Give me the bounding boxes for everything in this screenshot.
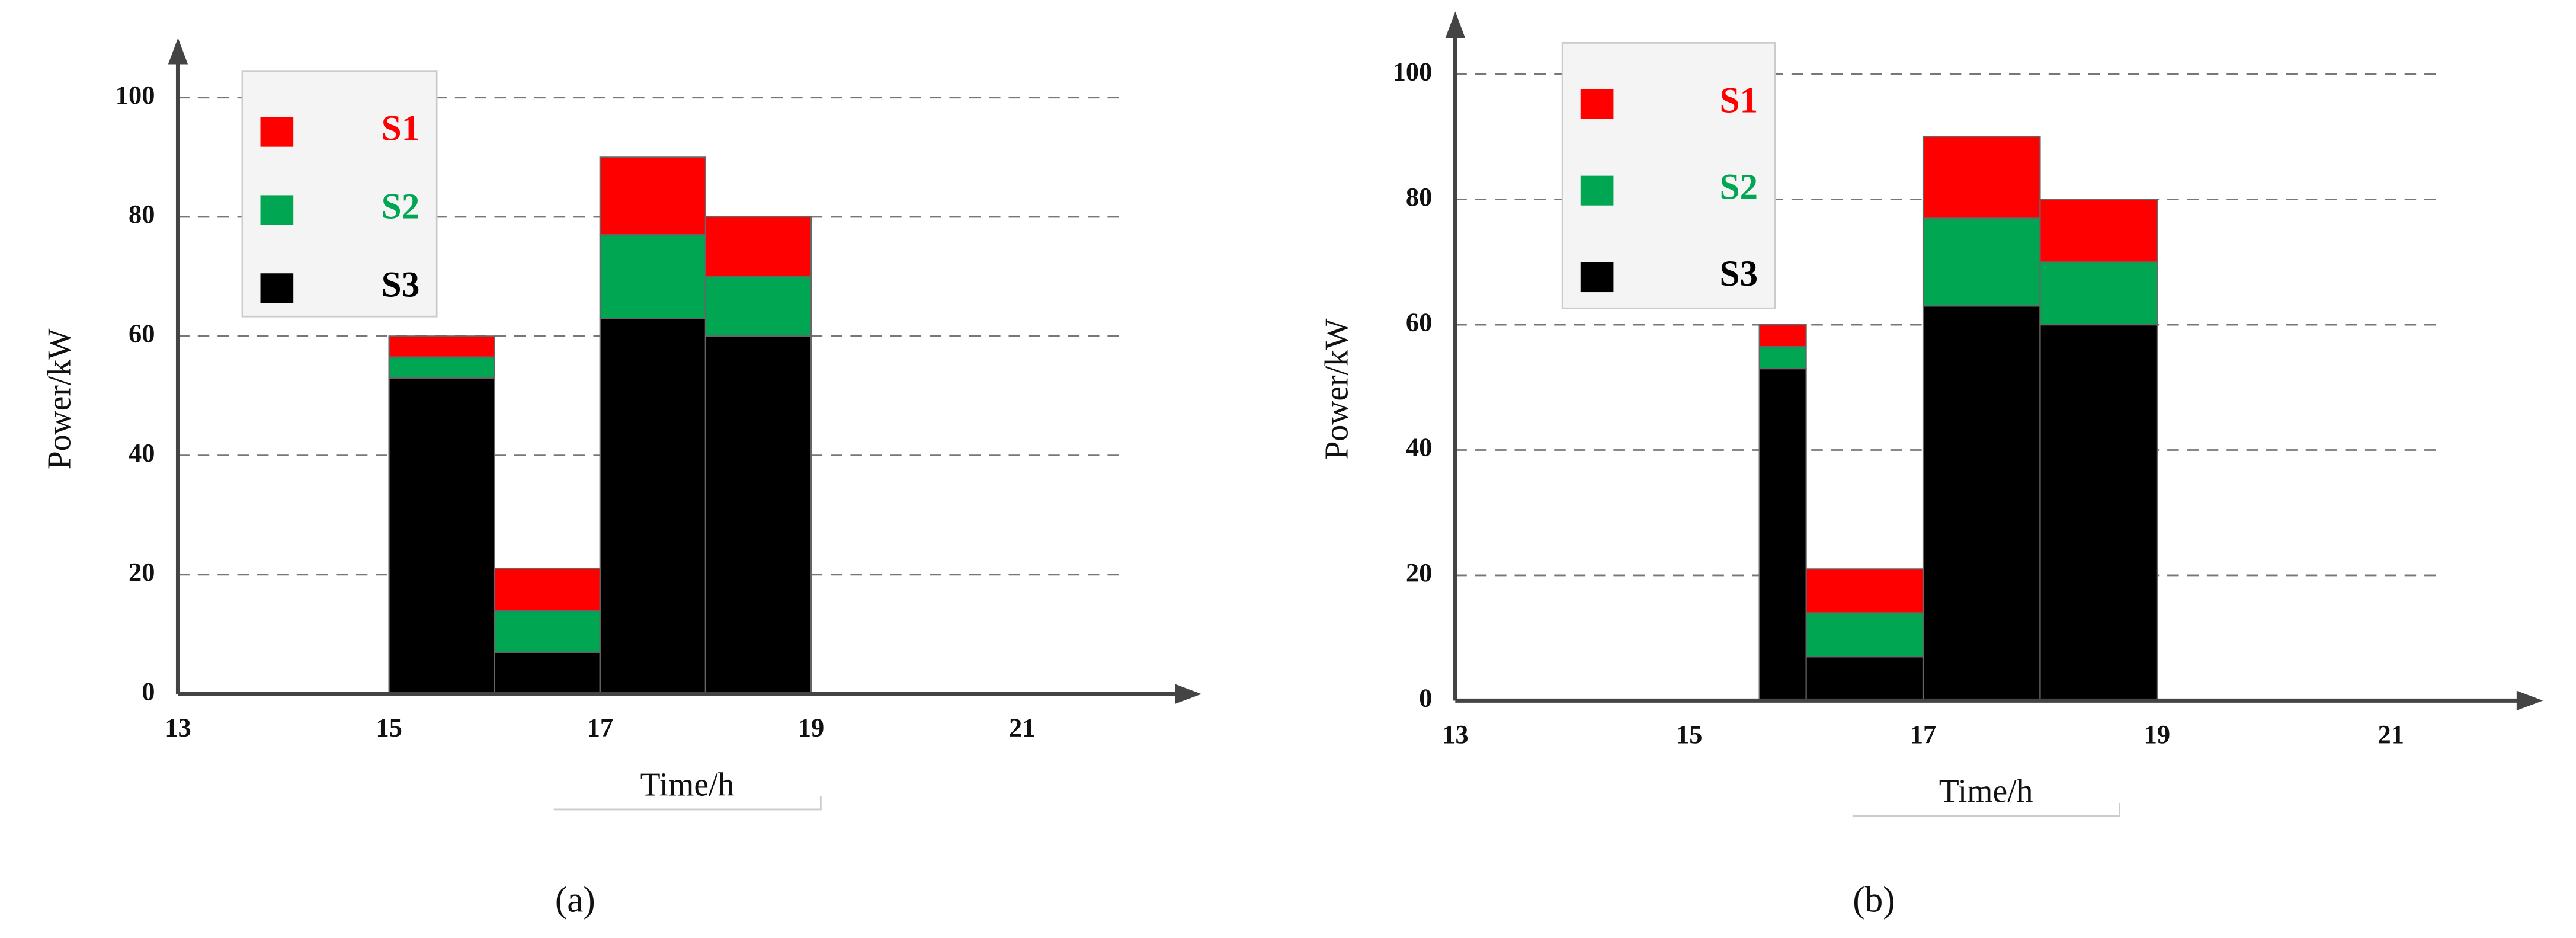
bar-segment — [1922, 136, 2041, 219]
bar-segment — [599, 234, 707, 319]
legend-swatch — [1580, 262, 1614, 293]
bar-segment — [599, 318, 707, 695]
bar-segment — [494, 568, 601, 612]
y-tick-label: 80 — [129, 199, 155, 229]
y-axis-arrow — [1445, 11, 1466, 39]
bar-segment — [1758, 345, 1807, 370]
bar-segment — [1758, 324, 1807, 348]
x-label-frame — [1852, 802, 2120, 817]
y-axis-label: Power/kW — [41, 328, 78, 469]
bar-segment — [2039, 261, 2158, 326]
y-tick-label: 40 — [129, 438, 155, 468]
x-axis-arrow — [2516, 690, 2543, 711]
legend-swatch — [1580, 89, 1614, 119]
legend-label: S2 — [1720, 167, 1758, 207]
bar-segment — [1805, 612, 1924, 658]
x-tick-label: 13 — [165, 713, 191, 742]
y-tick-label: 80 — [1406, 182, 1433, 212]
legend-swatch — [260, 273, 294, 303]
legend-label: S3 — [382, 264, 420, 305]
bar-segment — [704, 216, 812, 277]
bar-segment — [388, 335, 495, 358]
y-tick-label: 0 — [142, 676, 155, 706]
y-axis-arrow — [168, 38, 188, 65]
legend-swatch — [1580, 175, 1614, 206]
x-label-frame — [553, 796, 822, 811]
x-tick-label: 19 — [798, 713, 825, 742]
x-tick-label: 15 — [1676, 719, 1703, 749]
x-axis-label: Time/h — [1939, 773, 2033, 810]
x-tick-label: 13 — [1442, 719, 1469, 749]
x-axis-label: Time/h — [640, 767, 735, 803]
legend-swatch — [260, 117, 294, 147]
bar-segment — [1922, 305, 2041, 702]
legend-label: S1 — [382, 108, 420, 149]
legend-swatch — [260, 195, 294, 225]
chart-caption: (a) — [555, 880, 595, 920]
bar-segment — [704, 335, 812, 695]
x-tick-label: 15 — [376, 713, 402, 742]
y-tick-label: 60 — [129, 319, 155, 348]
bar-segment — [1922, 217, 2041, 307]
legend-label: S3 — [1720, 254, 1758, 294]
bar-segment — [1805, 568, 1924, 614]
x-axis-arrow — [1175, 684, 1202, 704]
y-tick-label: 100 — [1393, 56, 1433, 86]
bar-segment — [1758, 367, 1807, 702]
bar-segment — [2039, 199, 2158, 263]
y-tick-label: 100 — [116, 80, 155, 110]
bar-segment — [599, 156, 707, 236]
legend-label: S1 — [1720, 80, 1758, 120]
x-tick-label: 17 — [1910, 719, 1937, 749]
x-tick-label: 19 — [2144, 719, 2171, 749]
bar-segment — [494, 610, 601, 653]
y-tick-label: 20 — [1406, 558, 1433, 587]
bar-segment — [704, 276, 812, 337]
x-tick-label: 21 — [1009, 713, 1036, 742]
chart-caption: (b) — [1853, 880, 1895, 920]
x-tick-label: 21 — [2378, 719, 2404, 749]
y-tick-label: 40 — [1406, 433, 1433, 462]
bar-segment — [388, 356, 495, 379]
y-tick-label: 0 — [1419, 683, 1432, 713]
y-tick-label: 60 — [1406, 307, 1433, 337]
bar-segment — [494, 651, 601, 695]
y-axis-label: Power/kW — [1318, 318, 1355, 459]
y-tick-label: 20 — [129, 557, 155, 587]
bar-segment — [388, 377, 495, 695]
bar-segment — [1805, 656, 1924, 702]
x-tick-label: 17 — [587, 713, 614, 742]
bar-segment — [2039, 324, 2158, 702]
legend-label: S2 — [382, 186, 420, 226]
